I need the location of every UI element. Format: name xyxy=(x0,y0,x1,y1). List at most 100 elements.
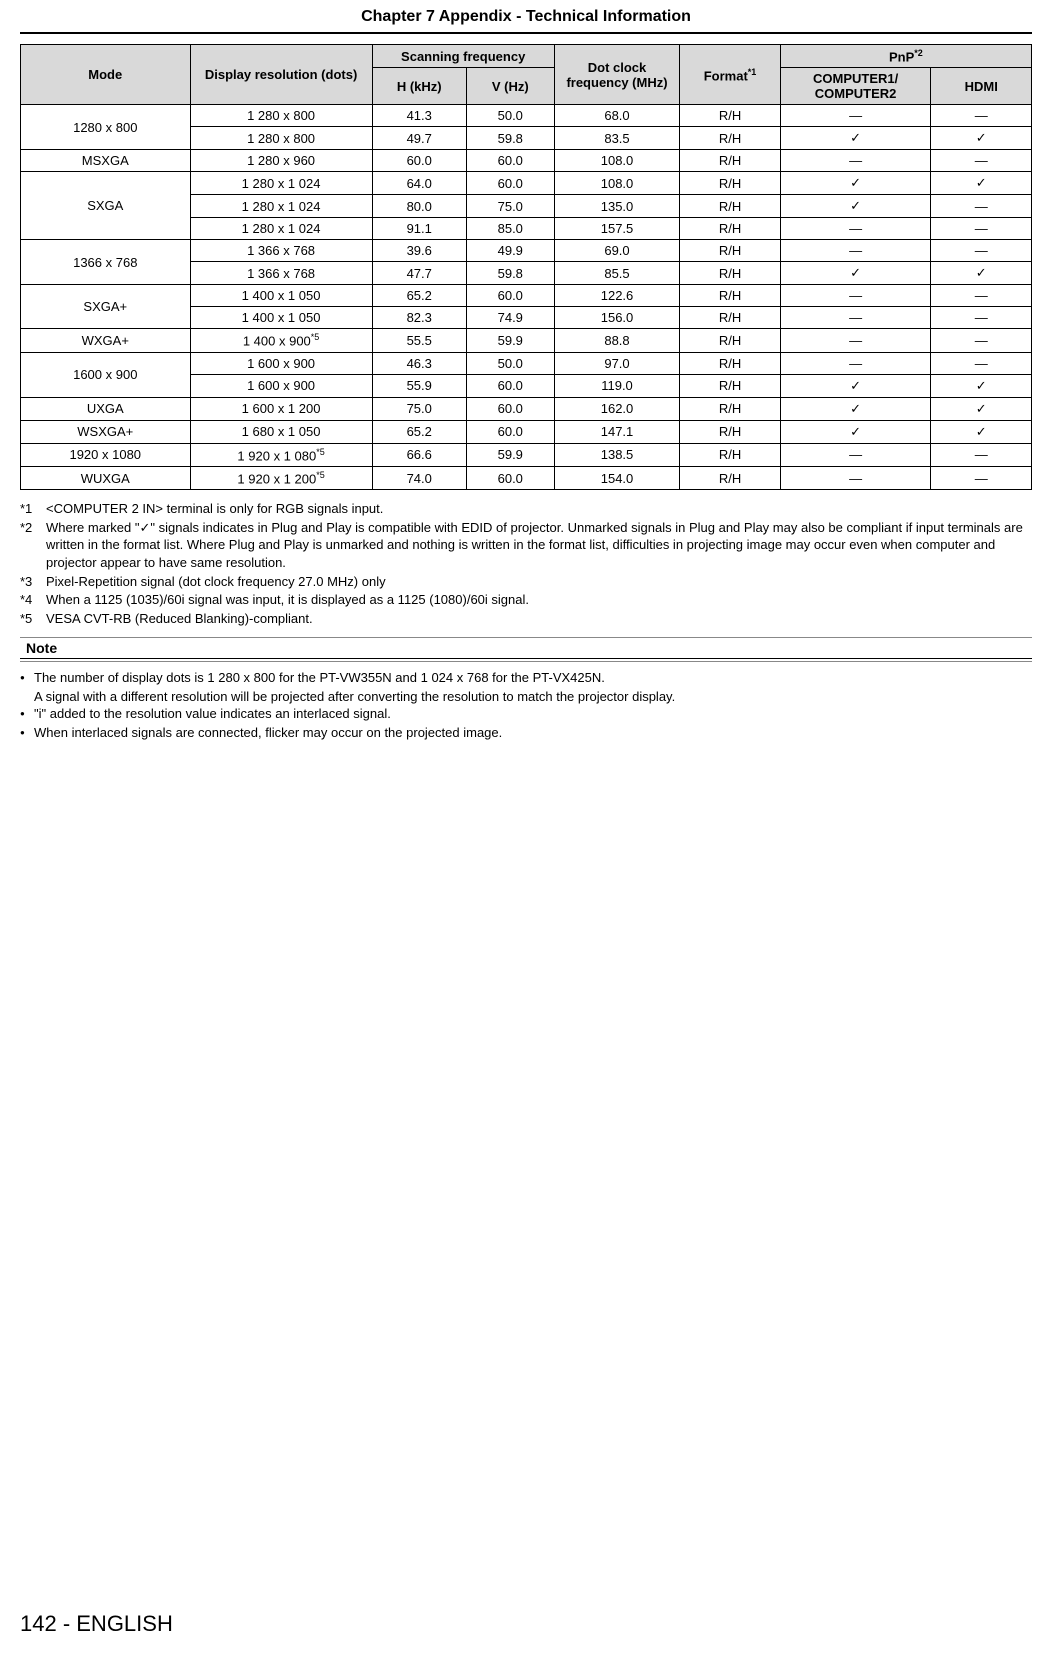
footnote: *2Where marked "✓" signals indicates in … xyxy=(20,519,1032,572)
cell-mode: 1920 x 1080 xyxy=(21,443,191,466)
cell-hkhz: 74.0 xyxy=(372,466,466,489)
note-subtext: A signal with a different resolution wil… xyxy=(34,688,1032,706)
cell-comp: ― xyxy=(780,285,931,307)
cell-hdmi: ― xyxy=(931,285,1032,307)
cell-vhz: 60.0 xyxy=(466,150,554,172)
cell-format: R/H xyxy=(680,352,780,374)
cell-hdmi: ✓ xyxy=(931,172,1032,195)
cell-resolution: 1 400 x 900*5 xyxy=(190,329,372,352)
table-row: WUXGA1 920 x 1 200*574.060.0154.0R/H―― xyxy=(21,466,1032,489)
cell-mode: SXGA+ xyxy=(21,285,191,329)
cell-vhz: 60.0 xyxy=(466,285,554,307)
cell-comp: ✓ xyxy=(780,397,931,420)
cell-comp: ✓ xyxy=(780,172,931,195)
cell-comp: ― xyxy=(780,240,931,262)
table-row: 1366 x 7681 366 x 76839.649.969.0R/H―― xyxy=(21,240,1032,262)
cell-hdmi: ― xyxy=(931,307,1032,329)
cell-hkhz: 65.2 xyxy=(372,420,466,443)
cell-mode: WSXGA+ xyxy=(21,420,191,443)
cell-dotclock: 83.5 xyxy=(554,127,680,150)
cell-format: R/H xyxy=(680,218,780,240)
cell-hkhz: 64.0 xyxy=(372,172,466,195)
cell-hdmi: ✓ xyxy=(931,420,1032,443)
cell-dotclock: 69.0 xyxy=(554,240,680,262)
note-header: Note xyxy=(20,637,1032,659)
cell-hdmi: ― xyxy=(931,443,1032,466)
cell-vhz: 59.9 xyxy=(466,443,554,466)
note-list: ●The number of display dots is 1 280 x 8… xyxy=(20,669,1032,741)
table-row: 1920 x 10801 920 x 1 080*566.659.9138.5R… xyxy=(21,443,1032,466)
cell-dotclock: 119.0 xyxy=(554,374,680,397)
cell-resolution: 1 280 x 960 xyxy=(190,150,372,172)
footnote: *4When a 1125 (1035)/60i signal was inpu… xyxy=(20,591,1032,609)
cell-hdmi: ✓ xyxy=(931,127,1032,150)
cell-resolution: 1 680 x 1 050 xyxy=(190,420,372,443)
cell-comp: ― xyxy=(780,329,931,352)
table-row: 1600 x 9001 600 x 90046.350.097.0R/H―― xyxy=(21,352,1032,374)
cell-hkhz: 82.3 xyxy=(372,307,466,329)
note-text: "i" added to the resolution value indica… xyxy=(34,705,1032,723)
cell-hdmi: ― xyxy=(931,218,1032,240)
cell-hdmi: ― xyxy=(931,352,1032,374)
cell-format: R/H xyxy=(680,172,780,195)
cell-format: R/H xyxy=(680,374,780,397)
cell-vhz: 60.0 xyxy=(466,397,554,420)
cell-comp: ― xyxy=(780,218,931,240)
cell-dotclock: 88.8 xyxy=(554,329,680,352)
cell-hdmi: ― xyxy=(931,195,1032,218)
cell-dotclock: 122.6 xyxy=(554,285,680,307)
cell-resolution: 1 400 x 1 050 xyxy=(190,307,372,329)
cell-vhz: 50.0 xyxy=(466,105,554,127)
cell-hkhz: 46.3 xyxy=(372,352,466,374)
header-hkhz: H (kHz) xyxy=(372,68,466,105)
cell-dotclock: 108.0 xyxy=(554,172,680,195)
cell-format: R/H xyxy=(680,127,780,150)
cell-resolution: 1 280 x 1 024 xyxy=(190,218,372,240)
chapter-title: Chapter 7 Appendix - Technical Informati… xyxy=(20,0,1032,34)
cell-resolution: 1 400 x 1 050 xyxy=(190,285,372,307)
table-row: UXGA1 600 x 1 20075.060.0162.0R/H✓✓ xyxy=(21,397,1032,420)
cell-resolution: 1 600 x 1 200 xyxy=(190,397,372,420)
cell-comp: ✓ xyxy=(780,262,931,285)
cell-format: R/H xyxy=(680,307,780,329)
note-text: When interlaced signals are connected, f… xyxy=(34,724,1032,742)
cell-hdmi: ― xyxy=(931,150,1032,172)
cell-dotclock: 156.0 xyxy=(554,307,680,329)
table-header: Mode Display resolution (dots) Scanning … xyxy=(21,45,1032,105)
cell-resolution: 1 600 x 900 xyxy=(190,374,372,397)
cell-vhz: 60.0 xyxy=(466,420,554,443)
cell-hdmi: ― xyxy=(931,240,1032,262)
cell-resolution: 1 280 x 1 024 xyxy=(190,195,372,218)
cell-format: R/H xyxy=(680,262,780,285)
cell-comp: ― xyxy=(780,150,931,172)
cell-vhz: 85.0 xyxy=(466,218,554,240)
cell-hkhz: 55.9 xyxy=(372,374,466,397)
footnote: *3Pixel-Repetition signal (dot clock fre… xyxy=(20,573,1032,591)
footnote-text: When a 1125 (1035)/60i signal was input,… xyxy=(46,591,1032,609)
cell-vhz: 75.0 xyxy=(466,195,554,218)
cell-vhz: 50.0 xyxy=(466,352,554,374)
cell-vhz: 59.8 xyxy=(466,262,554,285)
table-row: SXGA+1 400 x 1 05065.260.0122.6R/H―― xyxy=(21,285,1032,307)
bullet-icon: ● xyxy=(20,724,34,742)
table-row: 1280 x 8001 280 x 80041.350.068.0R/H―― xyxy=(21,105,1032,127)
cell-hdmi: ― xyxy=(931,105,1032,127)
cell-vhz: 60.0 xyxy=(466,172,554,195)
table-row: MSXGA1 280 x 96060.060.0108.0R/H―― xyxy=(21,150,1032,172)
cell-vhz: 60.0 xyxy=(466,466,554,489)
header-resolution: Display resolution (dots) xyxy=(190,45,372,105)
bullet-icon: ● xyxy=(20,705,34,723)
cell-vhz: 74.9 xyxy=(466,307,554,329)
footnote: *1<COMPUTER 2 IN> terminal is only for R… xyxy=(20,500,1032,518)
cell-resolution: 1 366 x 768 xyxy=(190,262,372,285)
cell-vhz: 60.0 xyxy=(466,374,554,397)
cell-mode: 1280 x 800 xyxy=(21,105,191,150)
cell-hdmi: ✓ xyxy=(931,397,1032,420)
footnote-text: Where marked "✓" signals indicates in Pl… xyxy=(46,519,1032,572)
cell-format: R/H xyxy=(680,329,780,352)
cell-format: R/H xyxy=(680,105,780,127)
cell-resolution: 1 280 x 800 xyxy=(190,127,372,150)
cell-resolution: 1 920 x 1 200*5 xyxy=(190,466,372,489)
cell-mode: 1600 x 900 xyxy=(21,352,191,397)
cell-format: R/H xyxy=(680,285,780,307)
